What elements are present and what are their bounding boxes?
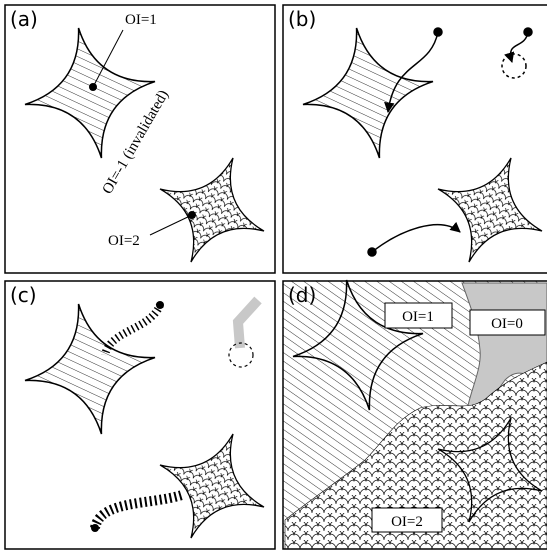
annotation: OI=1 [125, 12, 157, 28]
region-label: OI=2 [391, 514, 423, 530]
panel-label: (d) [288, 283, 316, 307]
region-label: OI=1 [402, 309, 434, 325]
annotation: OI=2 [108, 233, 140, 249]
figure: (a) (b) (c) (d) OI=1 OI=-1 (invalidated)… [0, 0, 547, 551]
region-label: OI=0 [491, 316, 523, 332]
panel-label: (a) [10, 7, 38, 31]
panel-label: (c) [10, 283, 37, 307]
panel-frame [283, 5, 547, 273]
panel-label: (b) [288, 7, 316, 31]
